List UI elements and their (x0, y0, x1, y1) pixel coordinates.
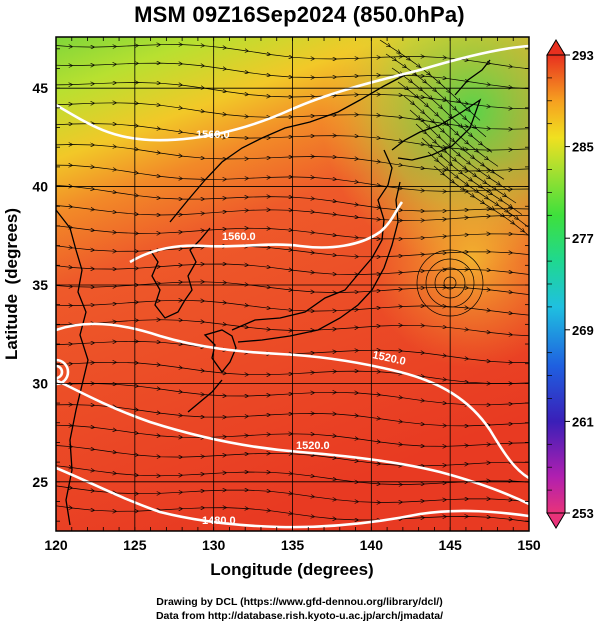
y-tick-label: 25 (32, 474, 48, 490)
x-tick-label: 130 (202, 537, 226, 553)
streamline (433, 165, 529, 237)
typhoon-contour-inner (56, 364, 64, 380)
mainland-coast (169, 74, 406, 223)
colorbar-tick-label: 261 (572, 414, 594, 429)
honshu-coast (231, 149, 393, 331)
x-tick-label: 120 (44, 537, 68, 553)
x-axis-ticks: 120 125 130 135 140 145 150 (44, 537, 541, 553)
colorbar-min-arrow (546, 512, 566, 529)
y-tick-label: 30 (32, 375, 48, 391)
korea-coast (149, 227, 211, 319)
streamline (56, 225, 529, 239)
height-contours (56, 44, 529, 529)
contour-line (56, 44, 529, 142)
streamline (56, 320, 529, 336)
honshu-pacific-coast (237, 181, 401, 343)
streamline (56, 505, 529, 522)
y-axis-ticks: 25 30 35 40 45 (32, 80, 48, 490)
coastlines (56, 59, 491, 526)
chart-title: MSM 09Z16Sep2024 (850.0hPa) (134, 2, 465, 27)
credit-data: Data from http://database.rish.kyoto-u.a… (155, 610, 444, 622)
streamline (56, 445, 529, 466)
hokkaido-coast (391, 98, 482, 161)
y-axis-label: Latitude (degrees) (2, 208, 21, 360)
colorbar-tick-label: 293 (572, 48, 594, 63)
streamline (56, 264, 529, 275)
colorbar: 293 285 277 269 261 253 (546, 39, 594, 529)
streamline (56, 245, 529, 257)
colorbar-tick-label: 277 (572, 231, 594, 246)
china-coast (56, 209, 89, 526)
sakhalin-coast (454, 59, 491, 96)
contour-label: 1480.0 (202, 515, 236, 527)
contour-line (129, 201, 404, 264)
x-tick-label: 140 (360, 537, 384, 553)
ryukyu-islands (187, 379, 223, 413)
colorbar-tick-label: 285 (572, 140, 594, 155)
colorbar-tick-label: 269 (572, 323, 594, 338)
x-tick-label: 125 (123, 537, 147, 553)
contour-label: 1560.0 (222, 231, 256, 243)
x-tick-label: 150 (517, 537, 541, 553)
y-tick-label: 35 (32, 277, 48, 293)
contour-line (56, 466, 529, 529)
x-axis-label: Longitude (degrees) (210, 560, 373, 579)
contour-line (56, 322, 529, 480)
contour-label: 1520.0 (296, 440, 330, 452)
colorbar-max-arrow (546, 39, 566, 56)
contour-line (56, 378, 529, 506)
y-tick-label: 40 (32, 179, 48, 195)
streamline (56, 485, 529, 503)
plot-frame (55, 36, 530, 532)
y-tick-label: 45 (32, 80, 48, 96)
credit-drawing: Drawing by DCL (https://www.gfd-dennou.o… (156, 596, 443, 608)
x-tick-label: 135 (281, 537, 305, 553)
streamline (56, 362, 529, 383)
colorbar-tick-label: 253 (572, 506, 594, 521)
x-tick-label: 145 (438, 537, 462, 553)
wind-streamlines (56, 39, 529, 522)
typhoon-contour (56, 358, 70, 386)
streamline (56, 465, 529, 485)
contour-label: 1560.0 (196, 129, 230, 141)
